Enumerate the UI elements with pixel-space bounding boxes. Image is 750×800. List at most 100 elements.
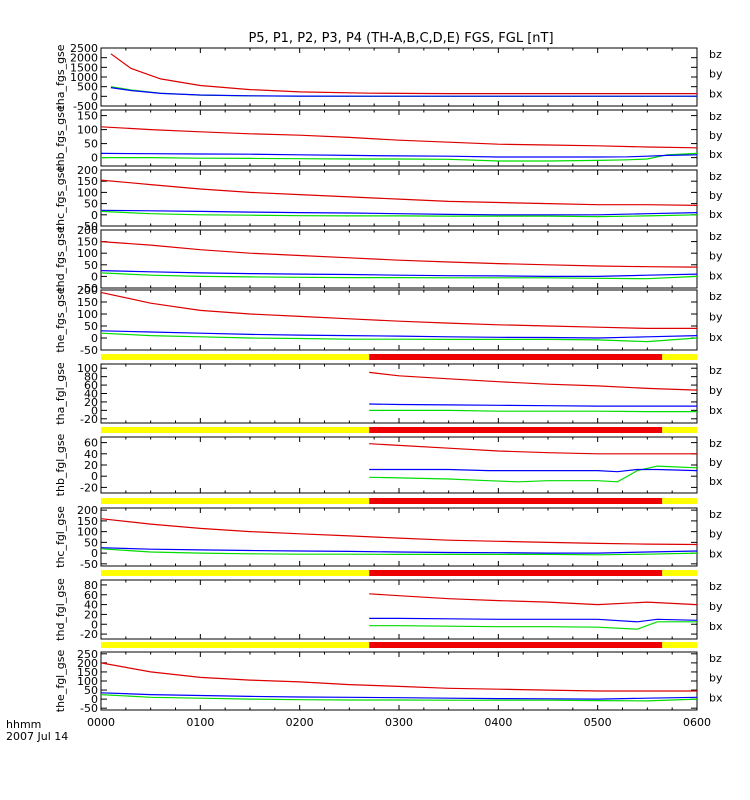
y-tick-label: -50: [80, 282, 98, 295]
y-tick-label: 200: [77, 164, 98, 177]
legend-bz: bz: [709, 170, 722, 183]
y-axis-label: the_fgs_gse: [54, 287, 67, 352]
plot-frame: [100, 363, 698, 424]
y-tick-label: 40: [84, 388, 98, 401]
series-line-bz: [110, 53, 697, 95]
date-label: 2007 Jul 14: [6, 730, 68, 743]
plot-frame: [100, 579, 698, 640]
mode-bar-segment-survey: [101, 498, 370, 504]
series-line-bz: [100, 291, 697, 329]
y-tick-label: 250: [77, 648, 98, 661]
y-axis-label: thd_fgl_gse: [54, 578, 67, 641]
y-tick-label: -50: [80, 558, 98, 571]
series-line-bz: [369, 443, 697, 455]
legend-by: by: [709, 310, 723, 323]
y-tick-label: 500: [77, 81, 98, 94]
series-line-bx: [110, 87, 697, 97]
series-line-bx: [369, 403, 697, 407]
x-tick-label: 0000: [87, 716, 115, 729]
legend-bz: bz: [709, 364, 722, 377]
legend-bz: bz: [709, 508, 722, 521]
y-tick-label: 100: [77, 124, 98, 137]
time-unit-label: hhmm: [6, 718, 41, 731]
y-tick-label: 0: [91, 618, 98, 631]
series-line-bx: [369, 617, 698, 623]
mode-bar-segment-survey: [101, 570, 370, 576]
y-tick-label: 0: [91, 90, 98, 103]
y-axis-label: tha_fgs_gse: [54, 44, 67, 109]
plot-frame: [100, 169, 698, 227]
y-tick-label: 0: [91, 547, 98, 560]
y-tick-label: 20: [84, 396, 98, 409]
y-tick-label: 0: [91, 152, 98, 165]
series-line-bx: [100, 209, 698, 216]
legend-bx: bx: [709, 331, 723, 344]
mode-bar-segment-burst: [369, 354, 663, 360]
legend-bz: bz: [709, 437, 722, 450]
legend-by: by: [709, 384, 723, 397]
series-line-bx: [100, 270, 698, 277]
legend-bz: bz: [709, 290, 722, 303]
y-tick-label: 20: [84, 608, 98, 621]
y-tick-label: 150: [77, 175, 98, 188]
series-line-by: [100, 694, 698, 702]
series-line-by: [100, 272, 698, 280]
legend-bx: bx: [709, 691, 723, 704]
x-tick-label: 0600: [683, 716, 711, 729]
mode-bar-segment-burst: [369, 498, 663, 504]
x-tick-label: 0300: [385, 716, 413, 729]
legend-bx: bx: [709, 620, 723, 633]
y-tick-label: 2000: [70, 52, 98, 65]
y-tick-label: 100: [77, 186, 98, 199]
y-tick-label: -20: [80, 628, 98, 641]
mode-bar-segment-burst: [369, 642, 663, 648]
legend-by: by: [709, 68, 723, 81]
legend-bx: bx: [709, 547, 723, 560]
y-tick-label: 0: [91, 209, 98, 222]
y-tick-label: 20: [84, 459, 98, 472]
series-line-by: [369, 621, 697, 630]
y-tick-label: 100: [77, 247, 98, 260]
y-tick-label: 150: [77, 236, 98, 249]
legend-bz: bz: [709, 580, 722, 593]
series-line-by: [369, 465, 698, 483]
x-tick-label: 0400: [484, 716, 512, 729]
x-tick-label: 0100: [186, 716, 214, 729]
y-tick-label: 80: [84, 371, 98, 384]
mode-bar-segment-survey: [662, 427, 697, 433]
y-tick-label: 0: [91, 693, 98, 706]
y-tick-label: -50: [80, 344, 98, 357]
legend-bx: bx: [709, 475, 723, 488]
y-tick-label: 50: [84, 684, 98, 697]
y-tick-label: 100: [77, 526, 98, 539]
legend-bx: bx: [709, 269, 723, 282]
legend-by: by: [709, 672, 723, 685]
y-tick-label: -500: [73, 100, 98, 113]
y-tick-label: 100: [77, 308, 98, 321]
series-line-bz: [100, 518, 698, 546]
y-tick-label: 200: [77, 657, 98, 670]
y-tick-label: 150: [77, 515, 98, 528]
mode-bar-segment-survey: [662, 642, 697, 648]
y-tick-label: 200: [77, 284, 98, 297]
y-tick-label: 60: [84, 589, 98, 602]
series-line-bx: [100, 152, 698, 158]
series-line-bz: [100, 241, 698, 268]
x-tick-label: 0200: [286, 716, 314, 729]
y-tick-label: 80: [84, 579, 98, 592]
mode-bar-segment-burst: [369, 570, 663, 576]
y-tick-label: 1500: [70, 61, 98, 74]
plot-frame: [100, 289, 698, 351]
y-tick-label: -50: [80, 702, 98, 715]
y-tick-label: 40: [84, 599, 98, 612]
series-line-by: [100, 548, 698, 556]
plot-frame: [100, 229, 698, 289]
y-tick-label: 50: [84, 536, 98, 549]
y-tick-label: 150: [77, 296, 98, 309]
y-tick-label: 50: [84, 198, 98, 211]
